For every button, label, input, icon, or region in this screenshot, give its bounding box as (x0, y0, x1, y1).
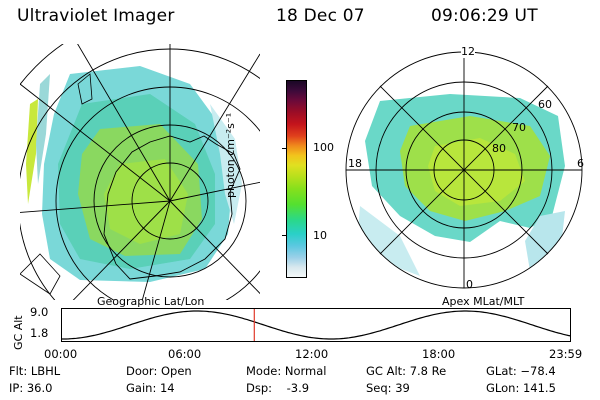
time-label: 09:06:29 UT (431, 6, 538, 26)
mlt-label-12: 12 (461, 45, 475, 58)
altitude-curve (61, 310, 571, 340)
colorbar-tick-10: 10 (313, 229, 327, 242)
colorbar-tick-100: 100 (313, 141, 334, 154)
status-door: Door: Open (126, 364, 192, 378)
altitude-ytick-high: 9.0 (30, 305, 49, 319)
status-mode: Mode: Normal (246, 364, 327, 378)
lat-label-60: 60 (538, 98, 552, 111)
geographic-caption: Geographic Lat/Lon (97, 295, 205, 308)
apex-caption: Apex MLat/MLT (442, 295, 525, 308)
colorbar-unit-label: photon cm⁻²s⁻¹ (224, 112, 237, 198)
xtick-2359: 23:59 (549, 347, 583, 361)
altitude-ytick-low: 1.8 (30, 326, 49, 340)
xtick-0000: 00:00 (44, 347, 78, 361)
mlt-label-6: 6 (577, 157, 584, 170)
mlt-label-18: 18 (348, 157, 362, 170)
colorbar (286, 80, 307, 278)
altitude-ylabel: GC Alt (12, 315, 25, 350)
status-ip: IP: 36.0 (9, 381, 53, 395)
status-flt: Flt: LBHL (9, 364, 61, 378)
xtick-0600: 06:00 (168, 347, 202, 361)
altitude-plot (61, 308, 571, 342)
status-gain: Gain: 14 (126, 381, 175, 395)
colorbar-gradient (287, 81, 306, 277)
apex-image (345, 51, 583, 289)
lat-label-80: 80 (492, 142, 506, 155)
status-seq: Seq: 39 (366, 381, 410, 395)
mlt-label-0: 0 (466, 278, 473, 291)
status-dsp: Dsp: -3.9 (246, 381, 310, 395)
status-gcalt: GC Alt: 7.8 Re (366, 364, 447, 378)
instrument-title: Ultraviolet Imager (17, 6, 175, 26)
xtick-1200: 12:00 (295, 347, 329, 361)
lat-label-70: 70 (512, 121, 526, 134)
date-label: 18 Dec 07 (276, 6, 365, 26)
status-glon: GLon: 141.5 (486, 381, 556, 395)
geographic-image (20, 44, 260, 300)
status-glat: GLat: −78.4 (486, 364, 556, 378)
xtick-1800: 18:00 (422, 347, 456, 361)
